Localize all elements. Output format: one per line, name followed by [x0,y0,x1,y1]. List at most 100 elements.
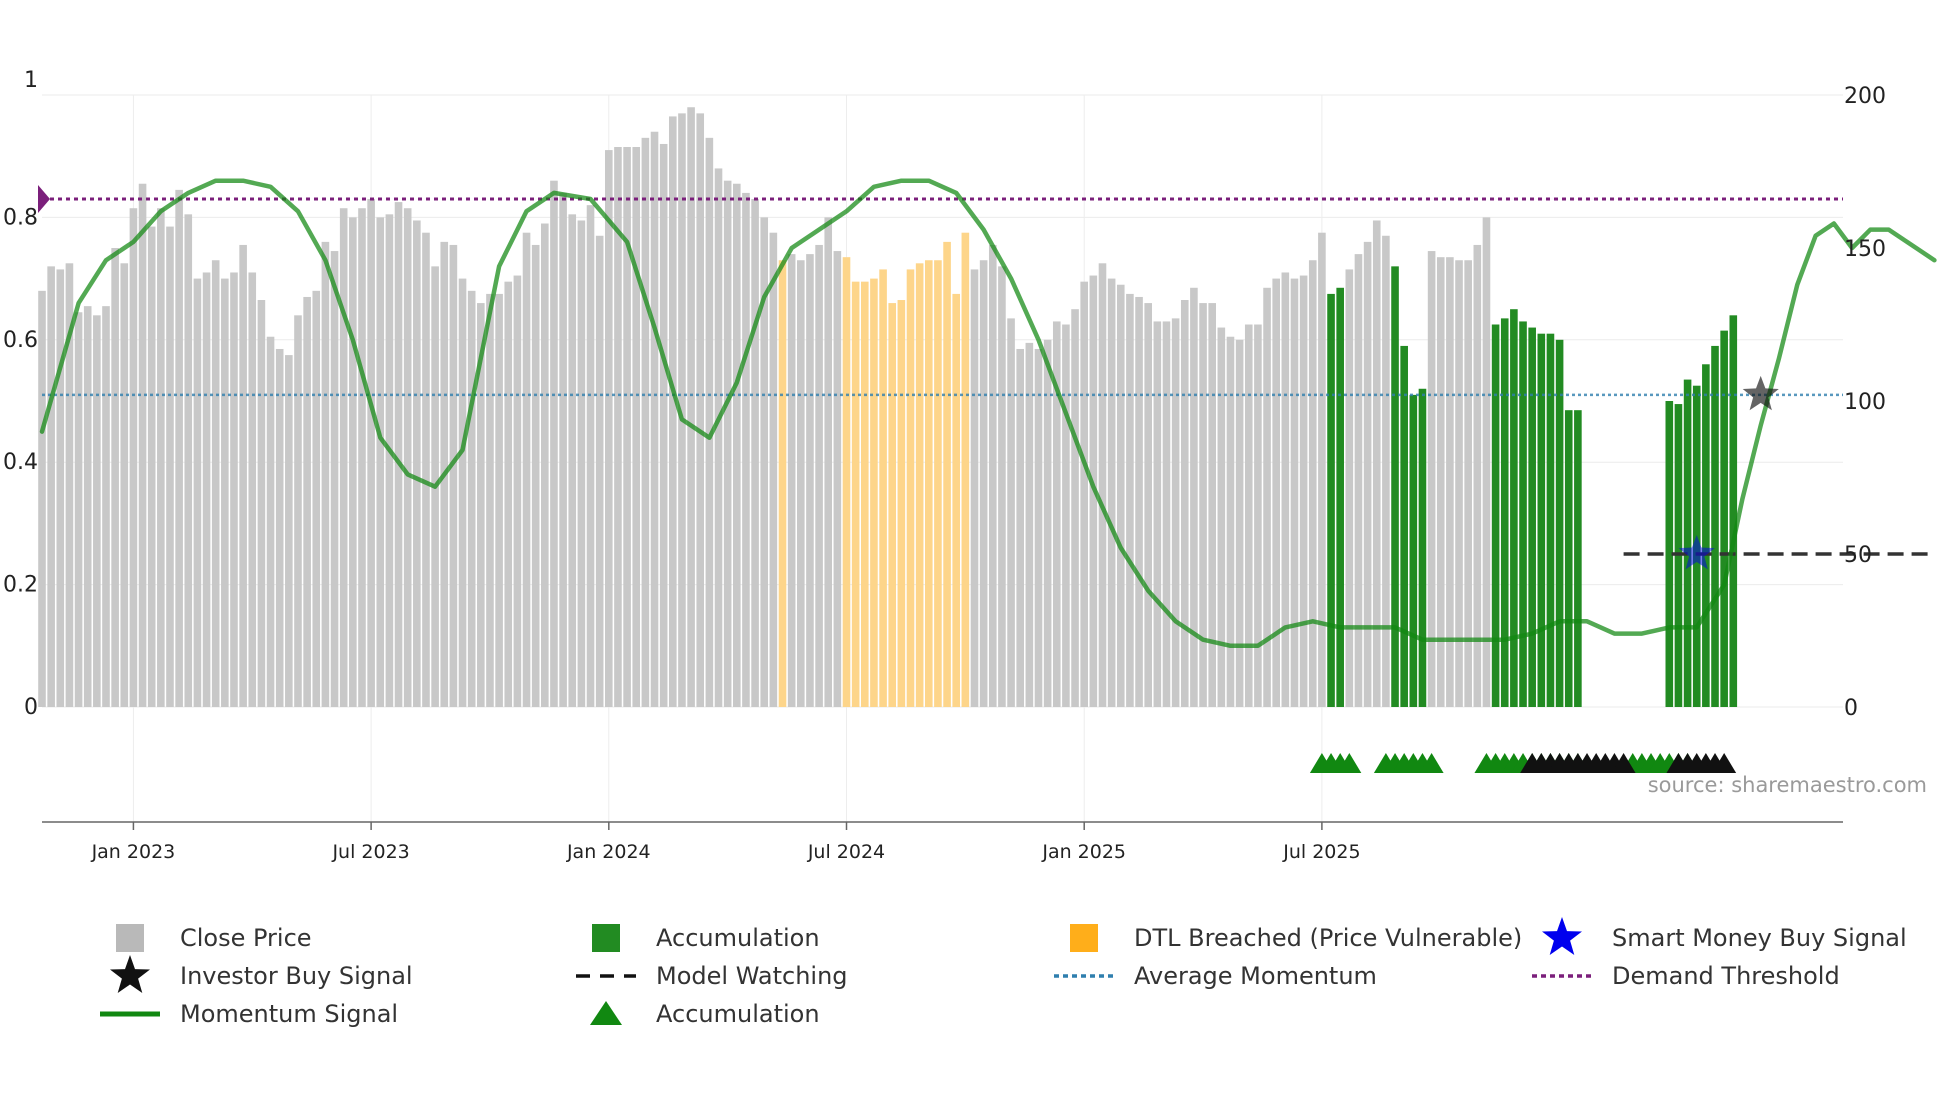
close-price-bar [495,293,503,707]
accumulation-bar [1500,318,1509,707]
close-price-bar [422,232,430,707]
close-price-bar [1007,318,1015,707]
close-price-bar [1144,303,1152,707]
right-y-tick-label: 150 [1844,237,1886,262]
accumulation-bar [1720,330,1728,707]
x-tick-label: Jul 2025 [1282,841,1360,863]
close-price-bar [678,113,686,708]
close-price-bar [56,269,65,707]
close-price-bar [531,244,540,707]
close-price-bar [1080,281,1089,707]
close-price-bar [504,281,513,707]
close-price-bar [998,266,1006,707]
close-price-bar [111,248,119,707]
accumulation-bar [1574,410,1582,707]
close-price-bar [1226,336,1235,707]
close-price-bar [1244,324,1253,707]
close-price-bar [760,217,769,707]
close-price-bar [248,272,257,707]
close-price-bar [550,180,558,707]
close-price-bar [1171,318,1180,707]
close-price-bar [1162,321,1171,707]
dtl-breached-bar [906,269,915,707]
close-price-bar [1153,321,1162,707]
close-price-bar [486,293,494,707]
accumulation-bar [1528,327,1536,707]
accumulation-bar [1491,324,1500,707]
close-price-bar [513,275,522,707]
close-price-bar [349,217,357,707]
close-price-bar [970,269,979,707]
accumulation-bar [1711,345,1719,707]
left-y-tick-label: 0.2 [3,573,38,598]
close-price-bar [211,260,220,707]
accumulation-bar [1555,339,1564,707]
close-price-bar [1098,263,1107,707]
close-price-bar [1062,324,1070,707]
accumulation-bar [1537,333,1546,707]
legend-label: Momentum Signal [180,1000,398,1028]
close-price-bar [74,312,83,707]
close-price-bar [1482,217,1491,707]
close-price-bar [1318,232,1326,707]
legend-swatch-close-price [116,924,144,952]
close-price-bar [120,263,129,707]
close-price-bar [1281,272,1290,707]
momentum-signal-line [39,178,1937,649]
close-price-bar [47,266,55,707]
left-y-tick-label: 0.4 [3,450,38,475]
dtl-breached-bar [879,269,887,707]
dtl-breached-bar [915,263,924,707]
legend-label: DTL Breached (Price Vulnerable) [1134,924,1522,952]
close-price-bar [733,183,741,708]
smart-money-buy-signal-star [1678,535,1715,570]
close-price-bar [559,192,567,708]
close-price-bar [376,217,385,707]
signal-markers [1309,375,1779,773]
dtl-breached-bar [888,303,897,707]
close-price-bar [65,263,74,707]
accumulation-bar [1546,333,1555,707]
dtl-breached-bar [870,278,878,707]
close-price-bar [1217,327,1226,707]
close-price-bar [1272,278,1280,707]
right-y-tick-label: 0 [1844,696,1858,721]
x-tick-label: Jan 2023 [91,841,176,863]
accumulation-bar [1665,401,1674,707]
close-price-bar [988,244,997,707]
close-price-bar [979,260,988,707]
accumulation-bar [1400,345,1408,707]
close-price-bar [1263,287,1271,707]
investor-buy-signal-star [1742,375,1779,411]
signal-lines [38,178,1937,649]
chart-axes: Jan 2023 Jul 2023 Jan 2024 Jul 2024 Jan 2025… [3,68,1886,863]
close-price-bar [522,232,531,707]
close-price-bar [367,199,375,708]
accumulation-marker [1419,753,1444,773]
close-price-bar [458,278,467,707]
left-y-tick-label: 0.8 [3,205,38,230]
legend-label: Smart Money Buy Signal [1612,924,1907,952]
legend-label: Average Momentum [1134,962,1377,990]
close-price-bar [449,244,458,707]
close-price-bar [1382,235,1390,707]
close-price-bar [1025,342,1034,707]
legend-label: Model Watching [656,962,848,990]
close-price-bar [1116,284,1125,707]
close-price-bar [605,150,613,707]
close-price-bar [751,199,759,708]
dtl-breached-bar [842,257,851,707]
close-price-bar [394,202,403,707]
close-price-bar [321,241,330,707]
close-price-bar [339,208,348,707]
close-price-bar [184,214,193,707]
close-price-bar [833,251,842,707]
dtl-breached-bar [952,293,961,707]
close-price-bar [669,116,677,708]
close-price-bar [1290,278,1299,707]
accumulation-bar [1729,315,1738,707]
legend-swatch-dtl [1070,924,1098,952]
close-price-bar [659,143,668,707]
accumulation-bar [1409,394,1418,707]
demand-threshold-marker [38,185,50,214]
